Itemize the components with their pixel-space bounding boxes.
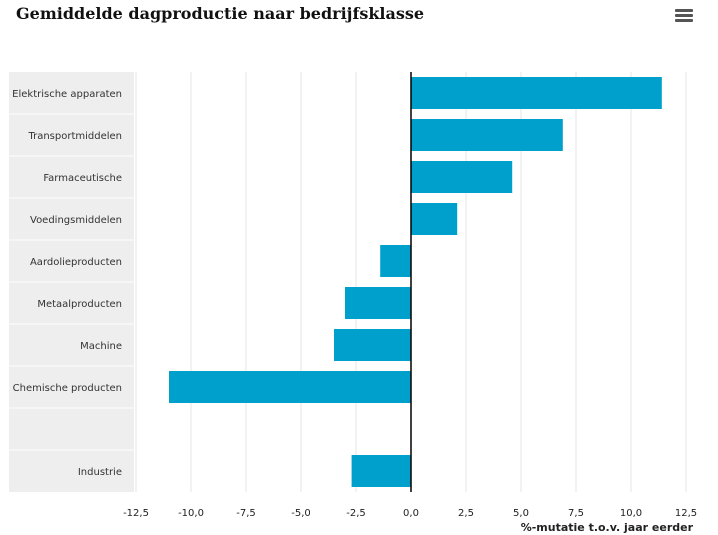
x-tick-label: 5,0: [513, 508, 529, 519]
category-label: Voedingsmiddelen: [30, 215, 122, 226]
bar: [411, 161, 513, 193]
bar: [411, 203, 458, 235]
x-tick-labels: -12,5 -10,0 -7,5 -5,0 -2,5 0,0 2,5 5,0 7,5 10,0 12…: [123, 508, 697, 519]
x-tick-label: 7,5: [568, 508, 584, 519]
x-tick-label: 12,5: [675, 508, 697, 519]
category-label: Transportmiddelen: [27, 131, 122, 142]
category-label: Farmaceutische: [43, 173, 122, 184]
bar: [351, 455, 411, 487]
x-tick-label: 2,5: [458, 508, 474, 519]
x-tick-label: -2,5: [346, 508, 366, 519]
x-tick-label: -10,0: [178, 508, 204, 519]
category-label: Machine: [80, 341, 122, 352]
bar: [411, 77, 662, 109]
category-labels: Elektrische apparaten Transportmiddelen Fa…: [12, 89, 122, 478]
bar: [411, 119, 563, 151]
category-label: Chemische producten: [13, 383, 122, 394]
category-label: Aardolieproducten: [30, 257, 122, 268]
category-label: Industrie: [78, 467, 122, 478]
chart-title: Gemiddelde dagproductie naar bedrijfskla…: [16, 4, 425, 23]
bar: [345, 287, 411, 319]
x-tick-label: 10,0: [620, 508, 642, 519]
bar: [334, 329, 411, 361]
category-label: Metaalproducten: [37, 299, 122, 310]
hamburger-menu-icon[interactable]: [675, 9, 693, 25]
x-axis-title: %-mutatie t.o.v. jaar eerder: [521, 521, 694, 534]
bars: [169, 77, 662, 487]
x-tick-label: 0,0: [403, 508, 419, 519]
bar: [169, 371, 411, 403]
category-label: Elektrische apparaten: [12, 89, 122, 100]
x-tick-label: -7,5: [236, 508, 256, 519]
x-tick-label: -5,0: [291, 508, 311, 519]
category-separators: [9, 113, 134, 451]
bar: [380, 245, 411, 277]
x-tick-label: -12,5: [123, 508, 149, 519]
